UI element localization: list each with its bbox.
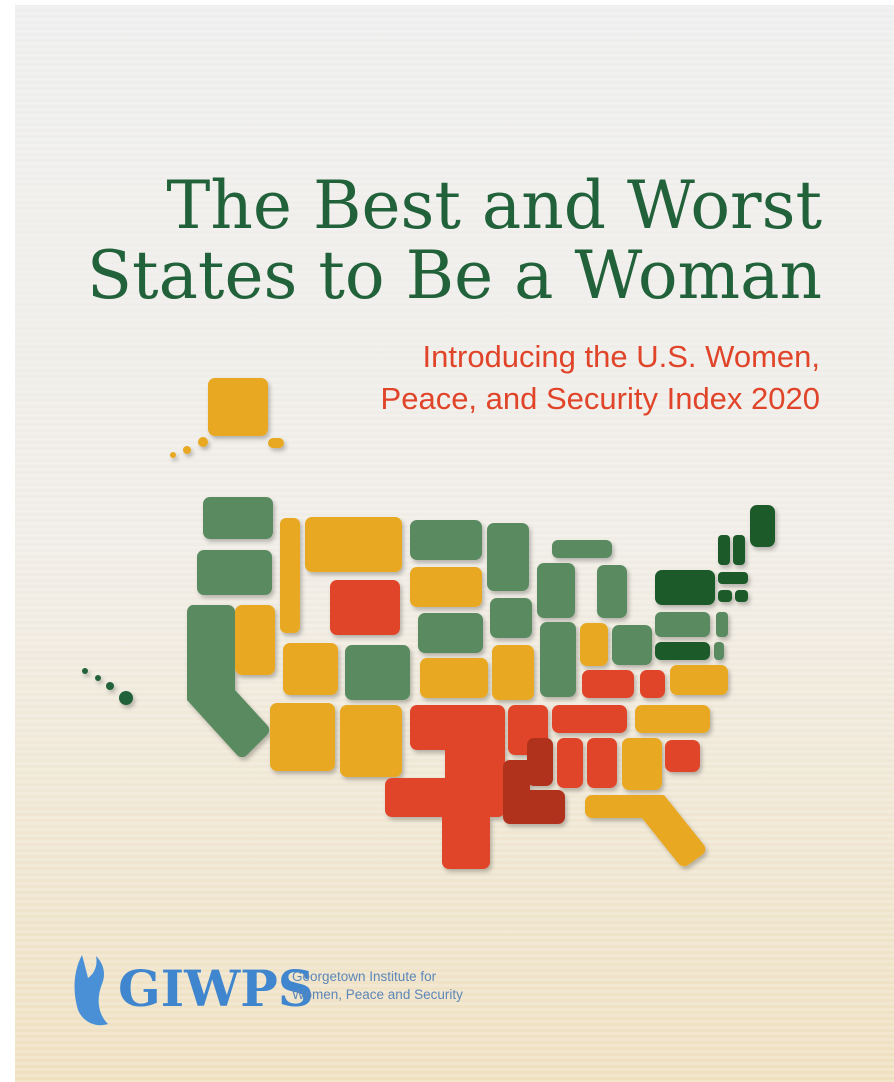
state-map (82, 378, 775, 869)
title-line: States to Be a Woman (87, 237, 822, 314)
logo-icon (74, 955, 108, 1026)
logo-acronym: GIWPS (118, 959, 314, 1018)
title-line: The Best and Worst (166, 167, 822, 244)
logo-name-line: Georgetown Institute for (292, 969, 437, 984)
logo-name-line: Women, Peace and Security (292, 987, 463, 1002)
subtitle-line: Peace, and Security Index 2020 (381, 381, 820, 416)
subtitle-line: Introducing the U.S. Women, (423, 339, 820, 374)
logo: GIWPS Georgetown Institute for Women, Pe… (74, 955, 463, 1026)
